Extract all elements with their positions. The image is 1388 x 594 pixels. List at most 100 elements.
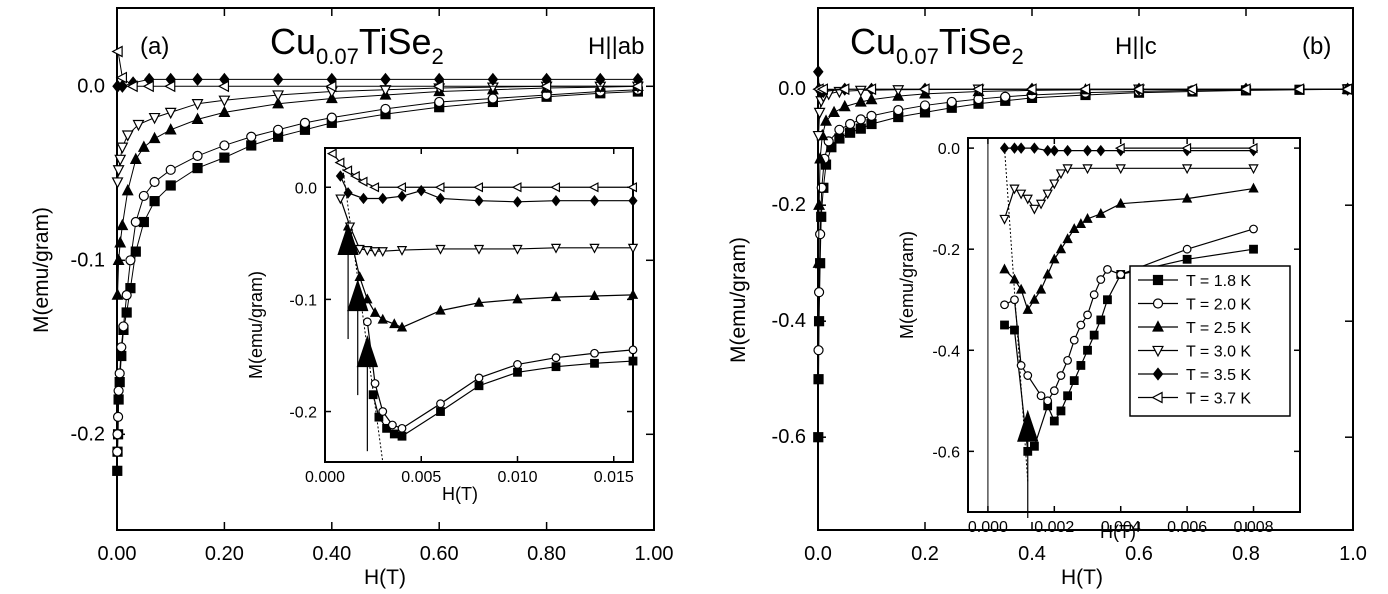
panel-b-inset-data-point: [1069, 335, 1079, 345]
panel-b-data-point: [813, 107, 826, 120]
panel-b-inset-data-point: [1095, 207, 1106, 218]
panel-b-data-point: [971, 83, 984, 96]
panel-a-inset-data-point: [354, 271, 365, 281]
panel-b-inset-data-point: [1182, 244, 1192, 254]
panel-a-inset-data-point: [378, 192, 388, 205]
panel-a-data-point: [116, 218, 129, 231]
panel-b-data-point: [813, 198, 826, 210]
panel-a-data-point: [218, 105, 231, 118]
panel-b-data-point: [1025, 83, 1037, 96]
panel-a-inset-data-point: [377, 313, 388, 324]
panel-b-inset-data-point: [1082, 213, 1093, 223]
panel-a-data-point: [326, 112, 337, 123]
panel-a-inset-data-point: [628, 194, 638, 207]
panel-a-data-point: [539, 80, 552, 93]
panel-b-inset-data-point: [999, 142, 1010, 154]
panel-b-data-point: [866, 110, 877, 121]
panel-a-data-point: [218, 95, 231, 107]
panel-b-inset-data-point: [1063, 355, 1072, 365]
panel-b-inset-xtick-label: 0.008: [1233, 519, 1273, 536]
panel-a-inset-data-point: [512, 293, 523, 304]
panel-a-data-point: [138, 190, 149, 202]
panel-a-inset-data-point: [389, 318, 400, 329]
panel-a-inset-data-point: [378, 407, 388, 416]
panel-b-inset-xlabel: H(T): [1100, 522, 1136, 542]
panel-b-data-point: [1292, 83, 1305, 96]
panel-a-data-point: [116, 142, 129, 154]
panel-a-data-point: [191, 112, 204, 125]
panel-b-inset-data-point: [1249, 224, 1258, 234]
panel-a-inset-data-point: [511, 182, 522, 193]
panel-a-data-point: [272, 72, 284, 86]
panel-a-data-point: [487, 93, 498, 104]
panel-a-data-point: [219, 152, 230, 163]
panel-a-inset-ytick-label: -0.1: [289, 292, 317, 309]
panel-a-inset-data-point: [551, 353, 561, 363]
panel-a-data-point: [149, 176, 160, 188]
panel-b-inset-data-point: [1063, 391, 1073, 401]
panel-b-xlabel: H(T): [1061, 566, 1103, 589]
panel-a-inset-data-point: [342, 165, 353, 176]
panel-b-ytick-label: -0.6: [772, 426, 806, 448]
panel-b-inset-data-point: [1063, 144, 1073, 157]
panel-a-inset-xlabel: H(T): [442, 484, 478, 504]
legend-label: T = 3.5 K: [1186, 367, 1251, 384]
panel-a-inset-ytick-label: 0.0: [295, 180, 317, 197]
panel-b-data-point: [946, 96, 957, 108]
panel-b-data-point: [828, 105, 840, 118]
panel-a-data-point: [192, 162, 203, 174]
panel-b-inset-data-point: [1049, 386, 1059, 396]
panel-b-inset-data-point: [999, 263, 1010, 274]
panel-a-inset-data-point: [627, 289, 639, 299]
panel-b-inset-data-point: [1029, 142, 1039, 154]
panel-a-data-point: [487, 72, 499, 86]
panel-a-inset-data-point: [377, 247, 388, 258]
panel-b-frame: [817, 7, 1354, 531]
panel-a-data-point: [126, 80, 138, 93]
panel-a-inset-data-point: [513, 367, 522, 377]
panel-b-inset-data-point: [1009, 142, 1020, 154]
panel-a-inset-data-point: [435, 244, 446, 255]
panel-b-inset-data-point: [1249, 244, 1258, 254]
panel-b-xtick-label: 1.0: [1339, 543, 1367, 565]
panel-b-xtick-label: 0.8: [1232, 543, 1260, 565]
panel-a-arrow-head: [356, 335, 379, 368]
panel-a-inset-data-point: [551, 362, 561, 372]
panel-b-inset-data-point: [1016, 142, 1026, 154]
panel-a-inset-data-point: [354, 244, 365, 255]
panel-a-data-point: [272, 90, 285, 102]
panel-b-inset-ytick-label: -0.2: [932, 242, 960, 259]
panel-a-inset-data-point: [435, 192, 446, 205]
panel-b-inset-data-point: [1035, 199, 1047, 210]
panel-a-inset-data-point: [358, 192, 369, 205]
panel-b-inset-data-point: [1082, 164, 1093, 175]
panel-a-series-line: [117, 51, 638, 87]
panel-a-inset-data-point: [589, 290, 600, 301]
panel-b-inset-data-point: [1115, 197, 1126, 208]
panel-b-inset-data-point: [1010, 325, 1019, 335]
panel-b-inset-data-point: [1103, 265, 1112, 274]
panel-b-inset-data-point: [1042, 189, 1053, 200]
panel-b-inset-data-point: [999, 214, 1010, 225]
panel-a-inset-data-point: [550, 291, 562, 302]
panel-a-inset-xtick-label: 0.010: [497, 469, 537, 486]
panel-b-inset-ylabel: M(emu/gram): [897, 231, 917, 339]
panel-b-data-point: [816, 83, 829, 96]
panel-a-data-point: [432, 80, 444, 93]
panel-a-data-point: [219, 140, 230, 151]
panel-a-arrow-head: [347, 279, 369, 312]
panel-b-inset-data-point: [1049, 253, 1060, 264]
panel-b-inset-data-point: [1000, 320, 1009, 330]
panel-a-data-point: [132, 119, 145, 132]
panel-a-data-point: [273, 124, 284, 135]
panel-a-data-point: [111, 177, 124, 189]
panel-a-data-point: [114, 236, 127, 248]
panel-a-inset-data-point: [416, 184, 426, 197]
panel-b-inset-data-point: [1089, 290, 1099, 300]
legend-marker: [1152, 345, 1164, 358]
panel-b-inset-data-point: [1009, 273, 1020, 284]
panel-b-series-line: [817, 88, 1348, 438]
panel-b-data-point: [892, 85, 905, 97]
panel-a-inset-data-point: [628, 356, 638, 366]
panel-b-inset-data-point: [1083, 310, 1092, 320]
